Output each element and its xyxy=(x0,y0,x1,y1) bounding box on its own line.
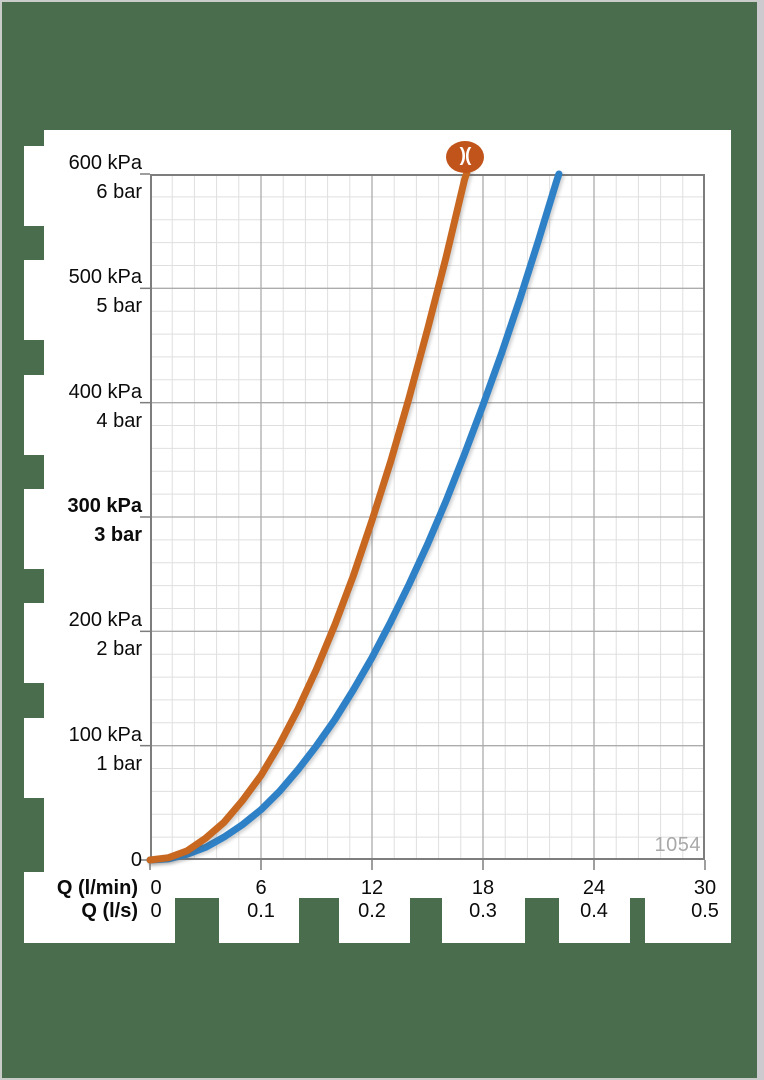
pressure-loss-curve-blue xyxy=(146,170,563,864)
plot-border xyxy=(150,174,705,860)
x-tick-lmin: 0 xyxy=(150,877,162,899)
y-label-tab xyxy=(24,718,44,798)
brand-logo: )( xyxy=(446,141,484,173)
x-tick-ls: 0.2 xyxy=(358,900,386,922)
x-axis-tick-cell: 18 0.3 xyxy=(443,877,523,923)
y-label-tab xyxy=(24,603,44,683)
x-axis-header-ls: Q (l/s) xyxy=(81,900,138,922)
y-label-tab xyxy=(24,146,44,226)
x-axis-tick-cell: 30 0.5 xyxy=(665,877,745,923)
y-axis-label-kpa: 300 kPa xyxy=(67,495,142,517)
y-axis-label: 400 kPa 4 bar xyxy=(2,378,142,436)
flow-pressure-chart: 1054 xyxy=(140,154,706,870)
y-axis-label-kpa: 400 kPa xyxy=(68,381,142,403)
chart-canvas xyxy=(140,154,706,870)
x-tick-lmin: 18 xyxy=(471,877,495,899)
x-tick-ls: 0.3 xyxy=(469,900,497,922)
x-tick-lmin: 30 xyxy=(693,877,717,899)
x-label-column xyxy=(219,898,299,943)
y-axis-zero-label: 0 xyxy=(130,849,142,871)
x-tick-ls: 0.1 xyxy=(247,900,275,922)
y-axis-label-kpa: 100 kPa xyxy=(68,724,142,746)
x-axis-tick-cell: 6 0.1 xyxy=(221,877,301,923)
x-label-column xyxy=(645,898,731,943)
x-axis-tick-cell: 12 0.2 xyxy=(332,877,412,923)
y-axis-label-kpa: 500 kPa xyxy=(68,266,142,288)
y-label-tab xyxy=(24,260,44,340)
y-axis-label: 100 kPa 1 bar xyxy=(2,721,142,779)
y-axis-label-kpa: 600 kPa xyxy=(68,152,142,174)
y-axis-label-bar: 6 bar xyxy=(96,181,142,203)
y-axis-label-bar: 3 bar xyxy=(94,524,142,546)
x-tick-ls: 0.4 xyxy=(580,900,608,922)
x-axis-tick-cell: 24 0.4 xyxy=(554,877,634,923)
x-tick-lmin: 12 xyxy=(360,877,384,899)
y-axis-label-bar: 5 bar xyxy=(96,295,142,317)
chart-watermark: 1054 xyxy=(654,834,701,856)
x-axis-header-lmin: Q (l/min) xyxy=(56,877,138,899)
x-tick-ls: 0 xyxy=(150,900,162,922)
x-axis-header: Q (l/min) Q (l/s) xyxy=(2,877,138,923)
y-axis-label-kpa: 200 kPa xyxy=(68,609,142,631)
y-axis-label: 200 kPa 2 bar xyxy=(2,606,142,664)
x-tick-lmin: 24 xyxy=(582,877,606,899)
y-axis-label-bar: 4 bar xyxy=(96,410,142,432)
y-axis-label: 300 kPa 3 bar xyxy=(2,492,142,550)
y-axis-label-bar: 1 bar xyxy=(96,753,142,775)
x-label-column xyxy=(559,898,630,943)
y-axis-label-bar: 2 bar xyxy=(96,638,142,660)
x-header-box xyxy=(24,872,175,943)
pressure-loss-curve-orange xyxy=(146,154,475,864)
y-axis-label: 600 kPa 6 bar xyxy=(2,149,142,207)
x-tick-ls: 0.5 xyxy=(691,900,719,922)
x-tick-lmin: 6 xyxy=(255,877,267,899)
brand-logo-glyph: )( xyxy=(459,145,472,166)
y-axis-label: 500 kPa 5 bar xyxy=(2,263,142,321)
x-label-column xyxy=(339,898,410,943)
y-label-tab xyxy=(24,489,44,569)
x-label-column xyxy=(442,898,525,943)
y-label-tab xyxy=(24,375,44,455)
